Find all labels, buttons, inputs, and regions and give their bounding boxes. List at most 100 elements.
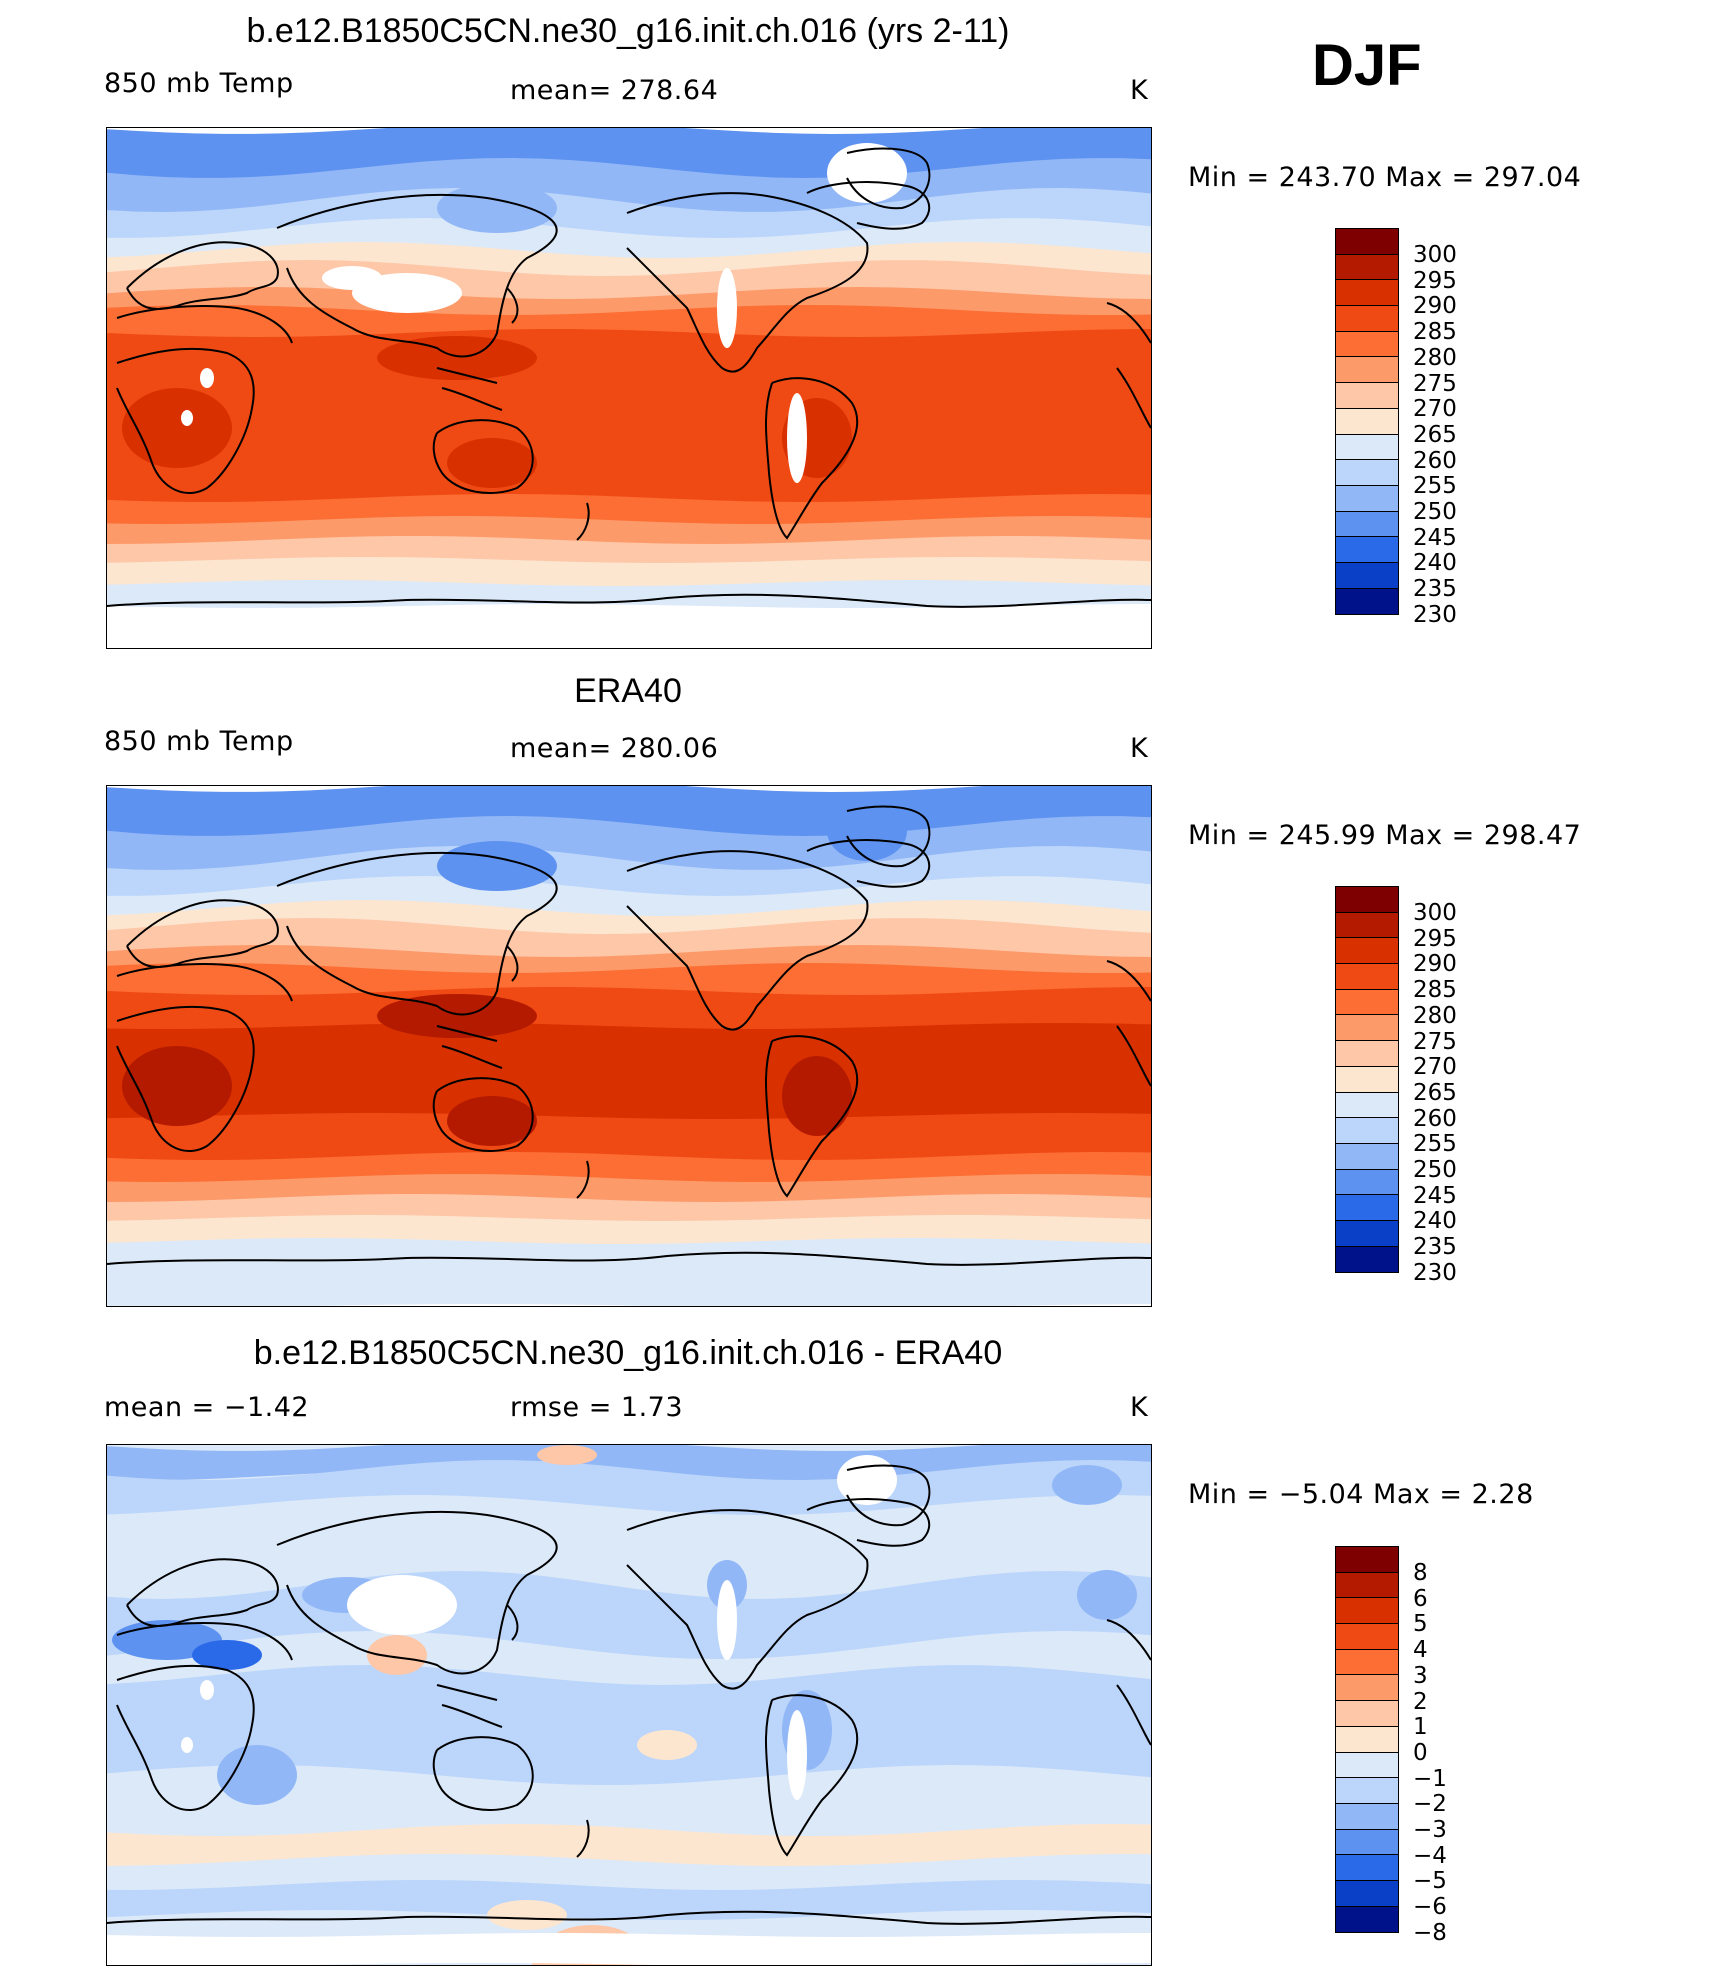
colorbar-tick-label: 250: [1413, 499, 1457, 525]
colorbar-tick-label: 260: [1413, 447, 1457, 474]
colorbar-tick-label: −6: [1413, 1894, 1447, 1921]
colorbar-swatch: [1336, 1701, 1398, 1727]
colorbar-tick-label: −1: [1413, 1765, 1447, 1792]
colorbar-swatch: [1336, 1092, 1398, 1119]
colorbar-swatch: [1336, 1726, 1398, 1753]
colorbar-swatch: [1336, 1143, 1398, 1170]
colorbar-tick-label: −5: [1413, 1868, 1447, 1895]
colorbar-tick-label: 300: [1413, 900, 1457, 926]
colorbar-swatch: [1336, 511, 1398, 538]
colorbar-swatch: [1336, 383, 1398, 409]
colorbar-swatch: [1336, 562, 1398, 589]
colorbar-swatch: [1336, 912, 1398, 939]
colorbar-swatch: [1336, 485, 1398, 512]
panel-3-units: K: [1130, 1392, 1149, 1423]
colorbar-tick-label: 3: [1413, 1662, 1428, 1689]
panel-1-units: K: [1130, 75, 1149, 106]
colorbar-tick-label: 245: [1413, 1182, 1457, 1209]
panel-3-mean-label: mean = −1.42: [104, 1392, 310, 1423]
colorbar-tick-label: 275: [1413, 1028, 1457, 1055]
colorbar-swatch: [1336, 1880, 1398, 1907]
colorbar-swatch: [1336, 1675, 1398, 1702]
colorbar-tick-label: 255: [1413, 1131, 1457, 1158]
colorbar-tick-label: 270: [1413, 396, 1457, 423]
colorbar-tick-label: 240: [1413, 1208, 1457, 1235]
colorbar-tick-label: 295: [1413, 925, 1457, 952]
colorbar-swatch: [1336, 964, 1398, 990]
panel-3-map: [106, 1444, 1152, 1966]
colorbar-swatch: [1336, 1246, 1398, 1273]
panel-3-rmse-label: rmse = 1.73: [510, 1392, 684, 1423]
colorbar-tick-label: 300: [1413, 242, 1457, 268]
colorbar-swatch: [1336, 1572, 1398, 1599]
panel-2-left-label: 850 mb Temp: [104, 726, 294, 757]
colorbar-swatch: [1336, 1598, 1398, 1625]
panel-2-map: [106, 785, 1152, 1307]
panel-1-title: b.e12.B1850C5CN.ne30_g16.init.ch.016 (yr…: [246, 12, 1010, 50]
colorbar-swatch: [1336, 229, 1398, 255]
colorbar-swatch: [1336, 280, 1398, 307]
colorbar-swatch: [1336, 1624, 1398, 1650]
panel-1-map: [106, 127, 1152, 649]
colorbar-swatch: [1336, 1169, 1398, 1196]
colorbar-swatch: [1336, 1778, 1398, 1804]
colorbar-tick-label: 5: [1413, 1611, 1428, 1638]
colorbar-swatch: [1336, 434, 1398, 461]
colorbar-tick-label: 280: [1413, 1002, 1457, 1029]
colorbar-tick-label: −3: [1413, 1817, 1447, 1843]
colorbar-swatch: [1336, 938, 1398, 965]
colorbar-tick-label: 285: [1413, 319, 1457, 346]
colorbar-tick-label: 295: [1413, 267, 1457, 294]
colorbar-tick-label: 260: [1413, 1105, 1457, 1132]
panel-1-mean-label: mean= 278.64: [510, 75, 719, 106]
colorbar-tick-label: 290: [1413, 293, 1457, 320]
colorbar-tick-label: 280: [1413, 344, 1457, 371]
colorbar-tick-label: 235: [1413, 1234, 1457, 1261]
colorbar-swatch: [1336, 887, 1398, 913]
colorbar-tick-label: 265: [1413, 1079, 1457, 1106]
colorbar-swatch: [1336, 1118, 1398, 1144]
panel-3-colorbar: [1335, 1546, 1399, 1934]
panel-2-title: ERA40: [574, 672, 682, 710]
colorbar-swatch: [1336, 537, 1398, 563]
colorbar-swatch: [1336, 306, 1398, 332]
colorbar-swatch: [1336, 460, 1398, 486]
colorbar-swatch: [1336, 588, 1398, 615]
panel-1-min-max: Min = 243.70 Max = 297.04: [1188, 162, 1582, 193]
colorbar-swatch: [1336, 408, 1398, 435]
panel-1-colorbar: [1335, 228, 1399, 616]
colorbar-swatch: [1336, 1829, 1398, 1856]
colorbar-tick-label: 240: [1413, 550, 1457, 577]
colorbar-tick-label: 0: [1413, 1739, 1428, 1766]
colorbar-tick-label: 235: [1413, 576, 1457, 603]
panel-3-title: b.e12.B1850C5CN.ne30_g16.init.ch.016 - E…: [253, 1334, 1003, 1372]
colorbar-swatch: [1336, 1220, 1398, 1247]
colorbar-swatch: [1336, 1041, 1398, 1067]
colorbar-tick-label: −4: [1413, 1842, 1447, 1869]
colorbar-swatch: [1336, 1015, 1398, 1042]
colorbar-tick-label: 1: [1413, 1714, 1428, 1741]
colorbar-swatch: [1336, 331, 1398, 358]
colorbar-swatch: [1336, 1752, 1398, 1779]
colorbar-swatch: [1336, 1855, 1398, 1881]
colorbar-tick-label: 6: [1413, 1585, 1428, 1612]
panel-2-units: K: [1130, 733, 1149, 764]
colorbar-tick-label: 8: [1413, 1560, 1428, 1586]
colorbar-swatch: [1336, 1803, 1398, 1830]
colorbar-swatch: [1336, 1195, 1398, 1221]
colorbar-tick-label: 4: [1413, 1637, 1428, 1664]
panel-2-mean-label: mean= 280.06: [510, 733, 719, 764]
colorbar-tick-label: 245: [1413, 524, 1457, 551]
panel-1-left-label: 850 mb Temp: [104, 68, 294, 99]
colorbar-tick-label: 270: [1413, 1054, 1457, 1081]
colorbar-tick-label: −8: [1413, 1919, 1447, 1946]
colorbar-swatch: [1336, 989, 1398, 1016]
panel-2-colorbar: [1335, 886, 1399, 1274]
colorbar-tick-label: 250: [1413, 1157, 1457, 1183]
season-label: DJF: [1312, 33, 1422, 98]
colorbar-swatch: [1336, 357, 1398, 384]
colorbar-swatch: [1336, 1066, 1398, 1093]
colorbar-tick-label: 285: [1413, 977, 1457, 1004]
colorbar-swatch: [1336, 254, 1398, 281]
panel-3-min-max: Min = −5.04 Max = 2.28: [1188, 1479, 1534, 1510]
